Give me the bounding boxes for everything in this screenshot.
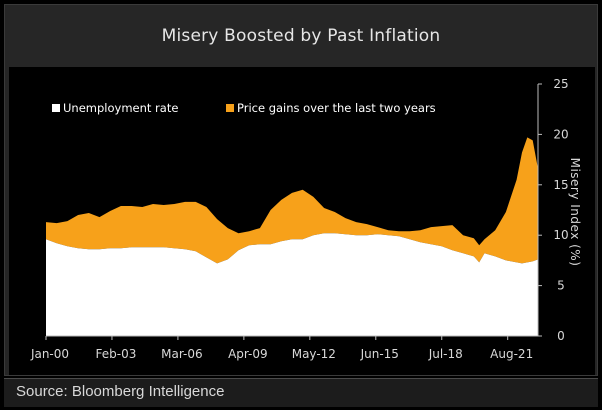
x-tick-label: Apr-09	[228, 347, 268, 361]
legend-label-price-gains: Price gains over the last two years	[237, 101, 436, 115]
legend-swatch-price-gains	[226, 104, 234, 112]
y-tick-label: 10	[553, 228, 568, 242]
source-bar: Source: Bloomberg Intelligence	[4, 378, 598, 407]
x-tick-label: Jun-15	[360, 347, 399, 361]
area-series-group	[46, 137, 538, 336]
y-tick-label: 25	[553, 77, 568, 91]
x-tick-label: Jan-00	[30, 347, 69, 361]
legend-label-unemployment: Unemployment rate	[63, 101, 178, 115]
y-tick-label: 15	[553, 178, 568, 192]
y-tick-label: 0	[557, 329, 565, 343]
source-note: Source: Bloomberg Intelligence	[16, 383, 225, 400]
y-tick-label: 20	[553, 127, 568, 141]
legend-swatch-unemployment	[52, 104, 60, 112]
y-axis-title: Misery Index (%)	[568, 158, 582, 267]
area-price-gains	[46, 137, 538, 264]
x-tick-label: May-12	[292, 347, 336, 361]
x-tick-label: Jul-18	[428, 347, 463, 361]
x-tick-label: Mar-06	[161, 347, 202, 361]
x-tick-group: Jan-00 Feb-03 Mar-06 Apr-09 May-12 Jun-15 Jul-…	[30, 336, 533, 361]
y-tick-group: 0 5 10 15 20 25	[538, 77, 569, 343]
y-tick-label: 5	[557, 279, 565, 293]
area-unemployment	[46, 233, 538, 336]
x-tick-label: Aug-21	[490, 347, 533, 361]
legend: Unemployment rate Price gains over the l…	[52, 101, 436, 115]
chart-title: Misery Boosted by Past Inflation	[161, 26, 441, 46]
x-tick-label: Feb-03	[96, 347, 137, 361]
